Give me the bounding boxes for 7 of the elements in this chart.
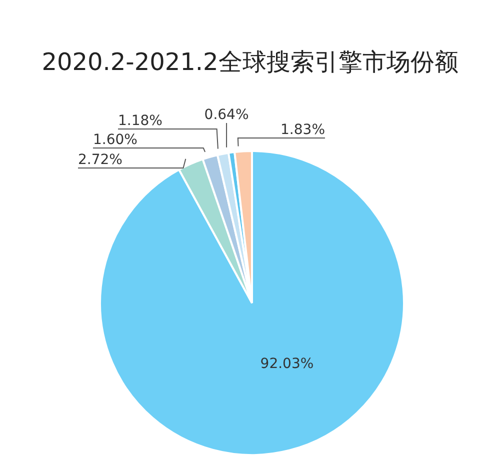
data-label: 2.72% (78, 152, 122, 168)
chart-title: 2020.2-2021.2全球搜索引擎市场份额 (42, 48, 458, 76)
data-label: 1.83% (280, 122, 325, 138)
data-label: 92.03% (260, 356, 314, 372)
data-label: 1.18% (118, 113, 162, 129)
data-label: 0.64% (204, 107, 249, 123)
data-label: 1.60% (93, 132, 138, 148)
